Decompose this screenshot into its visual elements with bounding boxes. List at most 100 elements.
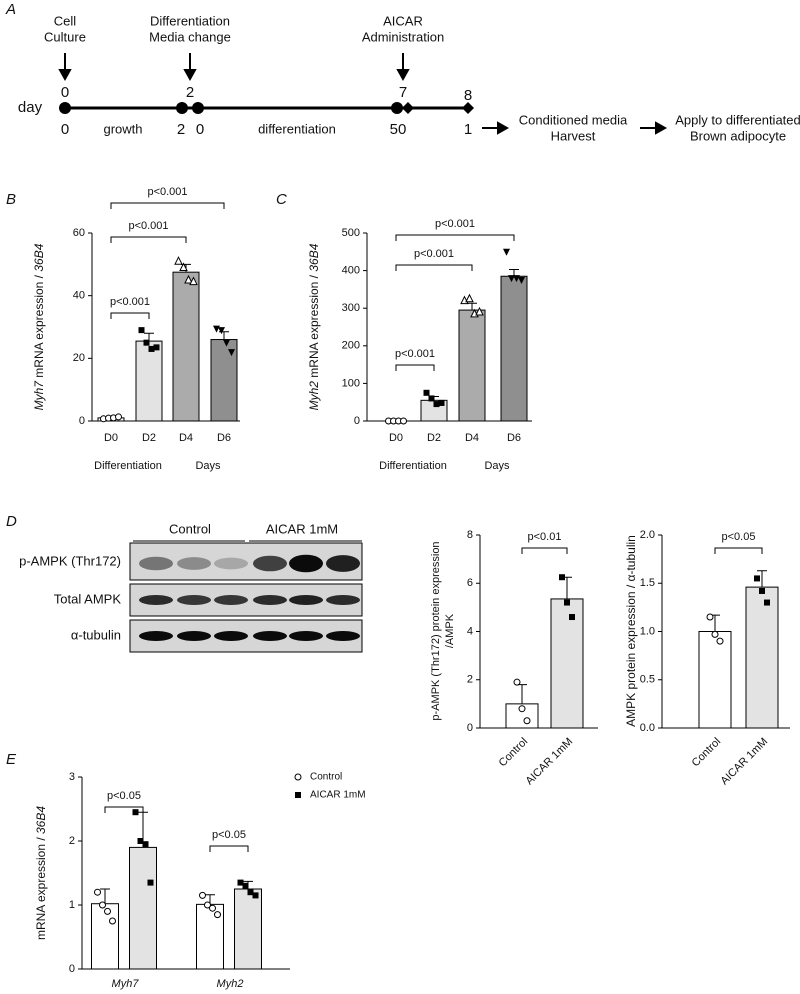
phase-label: 2 bbox=[177, 121, 185, 138]
panel-label: C bbox=[276, 191, 287, 208]
bar bbox=[135, 340, 163, 422]
y-tick-label: 100 bbox=[342, 377, 360, 389]
x-tick-label: D0 bbox=[389, 432, 403, 444]
x-axis-label: Differentiation bbox=[94, 460, 162, 472]
y-tick-label: 2 bbox=[467, 674, 473, 686]
y-tick-label: 1 bbox=[69, 899, 75, 911]
y-label-part: 36B4 bbox=[307, 243, 321, 271]
point bbox=[174, 256, 183, 265]
event-text: Cell bbox=[54, 13, 77, 28]
significance-bracket bbox=[110, 236, 187, 243]
error-bar bbox=[509, 268, 519, 277]
band bbox=[214, 631, 248, 641]
point bbox=[223, 339, 230, 347]
point bbox=[104, 907, 111, 915]
y-tick-label: 0 bbox=[354, 415, 360, 427]
y-label-part: mRNA expression / bbox=[32, 272, 46, 381]
event-text: Differentiation bbox=[150, 13, 230, 28]
point bbox=[295, 792, 301, 798]
timeline-axis bbox=[59, 102, 474, 114]
chart: 0 100 200 300 400 500 Myh2 mRNA expression / 3… bbox=[307, 218, 532, 472]
bar bbox=[458, 309, 486, 422]
y-tick-label: 0.5 bbox=[640, 674, 655, 686]
point bbox=[132, 809, 139, 816]
y-tick-label: 6 bbox=[467, 577, 473, 589]
point bbox=[147, 879, 154, 886]
band bbox=[289, 554, 323, 573]
significance-bracket bbox=[714, 547, 763, 554]
point bbox=[94, 888, 101, 896]
p-value: p<0.05 bbox=[722, 531, 756, 543]
p-value: p<0.001 bbox=[147, 186, 187, 198]
x-tick-label: AICAR 1mM bbox=[718, 736, 770, 788]
p-value: p<0.001 bbox=[395, 348, 435, 360]
p-value: p<0.001 bbox=[110, 296, 150, 308]
point bbox=[433, 401, 440, 408]
y-tick-label: 4 bbox=[467, 625, 473, 637]
y-label-part: Myh7 bbox=[32, 380, 46, 411]
blot-row-label: α-tubulin bbox=[71, 627, 121, 642]
band bbox=[139, 631, 173, 641]
x-tick-label: D2 bbox=[427, 432, 441, 444]
error-bar bbox=[219, 331, 229, 340]
y-tick-label: 300 bbox=[342, 302, 360, 314]
band bbox=[326, 555, 360, 572]
phase-label: 50 bbox=[390, 121, 407, 138]
point bbox=[508, 275, 515, 283]
point bbox=[523, 717, 531, 725]
p-value: p<0.001 bbox=[128, 220, 168, 232]
error-bar bbox=[517, 684, 527, 704]
x-tick-label: D0 bbox=[104, 432, 118, 444]
point bbox=[252, 892, 259, 899]
x-axis-label: Days bbox=[484, 460, 510, 472]
y-label-part: 36B4 bbox=[32, 243, 46, 271]
blot-row-label: p-AMPK (Thr172) bbox=[19, 553, 121, 568]
step-text: Conditioned media bbox=[519, 112, 628, 127]
point bbox=[400, 417, 407, 425]
significance-bracket bbox=[209, 845, 249, 852]
bar bbox=[745, 586, 779, 729]
significance-bracket bbox=[395, 264, 473, 271]
phase-label: 1 bbox=[464, 121, 472, 138]
bar bbox=[129, 846, 157, 970]
point bbox=[475, 306, 484, 316]
y-axis-label: AMPK protein expression / α-tubulin bbox=[624, 535, 638, 727]
step-text: Apply to differentiated bbox=[675, 112, 800, 127]
point bbox=[247, 889, 254, 896]
point bbox=[518, 277, 525, 284]
x-tick-label: D4 bbox=[179, 432, 193, 444]
band bbox=[253, 595, 287, 605]
band bbox=[139, 556, 173, 571]
p-value: p<0.001 bbox=[435, 218, 475, 230]
point bbox=[109, 917, 116, 925]
x-tick-label: D2 bbox=[142, 432, 156, 444]
axis-label: day bbox=[18, 99, 43, 116]
band bbox=[177, 595, 211, 605]
p-value: p<0.05 bbox=[107, 790, 141, 802]
error-bar bbox=[467, 302, 477, 311]
y-tick-label: 0 bbox=[79, 415, 85, 427]
point bbox=[179, 262, 188, 271]
day-number: 0 bbox=[61, 84, 69, 101]
bar bbox=[550, 598, 584, 729]
point bbox=[199, 891, 206, 899]
error-bar bbox=[100, 888, 110, 904]
band bbox=[177, 631, 211, 641]
step-text: Brown adipocyte bbox=[690, 128, 786, 143]
y-tick-label: 0 bbox=[69, 963, 75, 975]
point bbox=[764, 599, 770, 606]
panel-label: D bbox=[6, 513, 17, 530]
band bbox=[326, 595, 360, 605]
point bbox=[137, 838, 144, 844]
point bbox=[294, 773, 302, 781]
y-tick-label: 2.0 bbox=[640, 529, 655, 541]
y-tick-label: 20 bbox=[73, 352, 85, 364]
panel-label: B bbox=[6, 191, 16, 208]
x-tick-label: Control bbox=[690, 736, 724, 770]
blot-strip bbox=[129, 542, 363, 581]
western-blot: Control AICAR 1mM p-AMPK (Thr172) Total … bbox=[19, 521, 363, 653]
y-axis-label: p-AMPK (Thr172) protein expression bbox=[430, 541, 442, 720]
error-bar bbox=[562, 576, 572, 599]
